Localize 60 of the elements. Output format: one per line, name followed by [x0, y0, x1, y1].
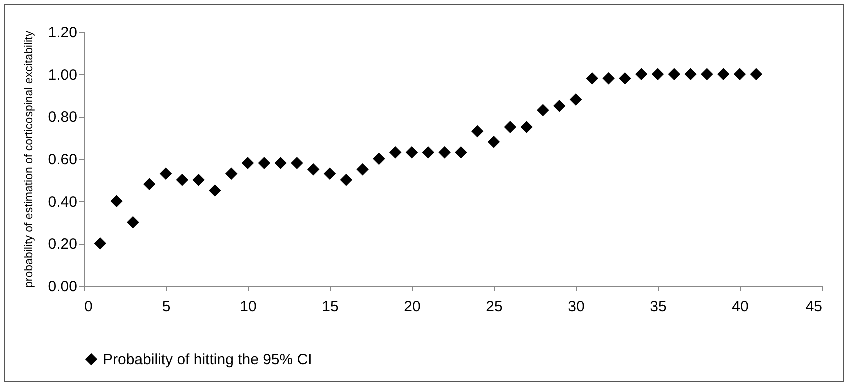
- point: [356, 163, 369, 176]
- x-tick-label: 5: [162, 298, 171, 316]
- point: [143, 178, 156, 191]
- y-axis-title: probability of estimation of corticospinal excitability: [23, 30, 36, 288]
- point: [389, 146, 402, 159]
- point: [324, 168, 336, 180]
- point: [438, 146, 451, 159]
- point: [553, 100, 566, 112]
- x-tick-label: 35: [650, 298, 667, 316]
- point: [652, 68, 664, 80]
- x-tick-label: 40: [732, 298, 749, 316]
- point: [307, 163, 320, 176]
- point: [110, 195, 123, 208]
- point: [127, 216, 140, 229]
- point: [602, 72, 615, 85]
- point: [750, 68, 763, 80]
- x-tick-label: 0: [84, 298, 93, 316]
- x-tick-label: 25: [486, 298, 503, 316]
- point: [422, 146, 435, 159]
- point: [668, 68, 681, 80]
- point: [537, 104, 550, 116]
- x-tick-label: 10: [240, 298, 257, 316]
- y-tick-label: 0.20: [48, 236, 78, 254]
- point: [258, 157, 271, 170]
- point: [192, 174, 205, 186]
- point: [701, 68, 714, 80]
- x-tick-label: 20: [404, 298, 421, 316]
- legend-label: Probability of hitting the 95% CI: [103, 352, 312, 368]
- point: [504, 121, 517, 134]
- x-tick-label: 30: [568, 298, 585, 316]
- y-tick-label: 0.40: [48, 194, 78, 211]
- point: [684, 68, 697, 80]
- y-tick-label: 0.00: [48, 278, 78, 296]
- point: [274, 157, 287, 170]
- point: [94, 238, 107, 250]
- point: [619, 72, 632, 85]
- point: [471, 125, 484, 138]
- x-tick-label: 15: [322, 298, 339, 316]
- point: [209, 184, 222, 197]
- y-tick-label: 1.00: [48, 66, 78, 84]
- point: [225, 168, 238, 180]
- y-tick-label: 0.60: [48, 152, 78, 168]
- point: [586, 72, 599, 85]
- point: [291, 157, 304, 170]
- point: [520, 121, 533, 134]
- point: [455, 146, 468, 159]
- point: [176, 174, 189, 186]
- point: [406, 146, 418, 159]
- point: [635, 68, 648, 80]
- y-tick-label: 0.80: [48, 109, 78, 126]
- y-tick-label: 1.20: [48, 24, 78, 42]
- point: [242, 157, 254, 170]
- point: [340, 174, 353, 186]
- point: [488, 136, 500, 148]
- point: [160, 168, 172, 180]
- point: [734, 68, 746, 80]
- point: [717, 68, 730, 80]
- point: [373, 152, 386, 166]
- point: [570, 94, 582, 106]
- x-tick-label: 45: [806, 298, 822, 316]
